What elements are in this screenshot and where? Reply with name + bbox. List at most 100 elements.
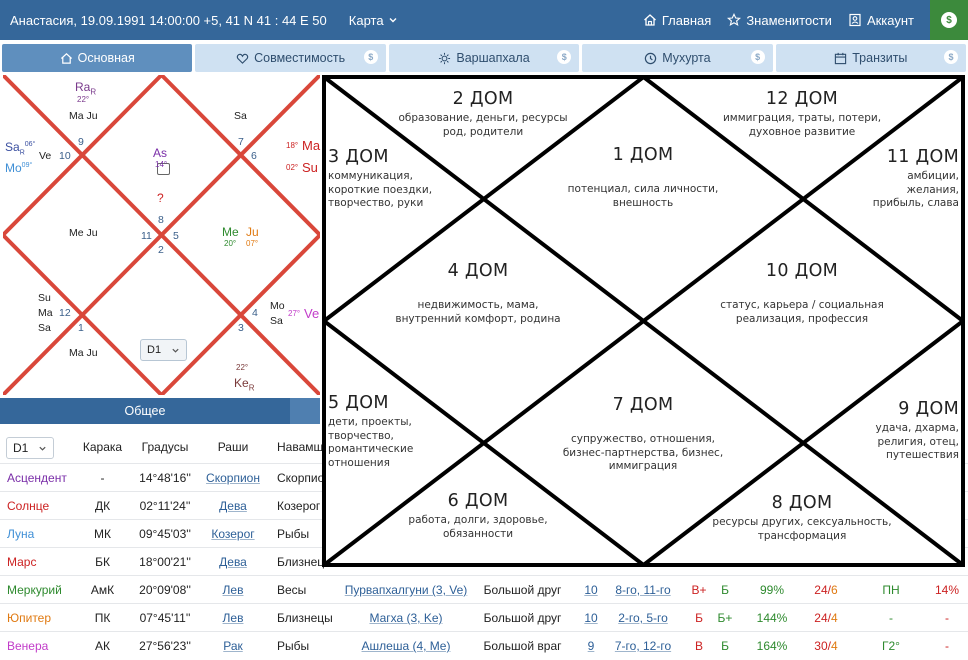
rashi-cell[interactable]: Козерог [211,527,255,541]
chart-title: Анастасия, 19.09.1991 14:00:00 +5, 41 N … [10,12,327,28]
tab-general[interactable]: Общее [0,398,290,424]
house-description-line: творчество, [328,429,394,442]
rashi-cell[interactable]: Рак [223,639,243,653]
planet-ra: RaR [75,81,96,96]
nav-account[interactable]: Аккаунт [848,13,914,28]
premium-button[interactable]: $ [930,0,968,40]
column-header: Карака [82,440,123,454]
table-row[interactable]: Юпитер ПК 07°45'11'' Лев Близнецы Магха (3, K… [0,603,968,631]
home-icon [643,14,656,26]
strength-cell: Б+ [717,611,733,625]
houses-chart-lines [322,75,965,567]
status-cell: Г2° [882,639,900,653]
rashi-cell[interactable]: Лев [222,583,244,597]
house-cell[interactable]: 9 [587,639,595,653]
strength-cell: Б [721,583,729,597]
house-number: 3 [238,322,244,334]
tab-muhurta[interactable]: Мухурта $ [582,44,773,72]
house-number: 1 [78,322,84,334]
lordship-cell[interactable]: 2-го, 5-го [618,611,668,625]
house-description-line: дети, проекты, [328,416,412,428]
house-description-line: реализация, профессия [735,312,869,325]
status-cell: ПН [882,583,900,597]
nav-home[interactable]: Главная [643,13,711,28]
house-box: 2 ДОМ образование, деньги, ресурсы род, ро… [384,89,582,139]
fraction-denominator: 4 [831,639,838,653]
rashi-cell[interactable]: Дева [219,499,247,513]
house-description-line: обязанности [442,527,514,540]
percent-cell: 144% [756,611,788,625]
house-box: 9 ДОМ удача, дхарма, религия, отец, путешес… [842,399,960,463]
house-description: ресурсы других, сексуальность, трансформа… [702,516,902,543]
main-tabs: Основная Совместимость $ Варшапхала $ Му… [0,44,968,72]
tab-varshaphala[interactable]: Варшапхала $ [388,44,580,72]
planets-ma-ju-bottom: Ma Ju [69,347,98,359]
nav-celebrities[interactable]: Знаменитости [727,13,832,28]
chart-checkbox[interactable] [157,163,170,175]
nav-account-label: Аккаунт [866,12,914,28]
percent-secondary-cell: 14% [934,583,960,597]
tab-general-secondary[interactable] [290,398,320,424]
house-title: 2 ДОМ [452,89,514,109]
coin-icon: $ [941,12,957,28]
house-description-line: внутренний комфорт, родина [395,312,561,325]
house-cell[interactable]: 10 [584,583,598,597]
tab-transits[interactable]: Транзиты $ [775,44,967,72]
tab-transits-label: Транзиты [852,51,908,65]
general-tab-bar: Общее [0,398,320,424]
table-row[interactable]: Венера АК 27°56'23'' Рак Рыбы Ашлеша (4, Me) Б… [0,631,968,659]
house-description-line: короткие поездки, [328,183,433,196]
planet-mo-degree: 09° [21,162,33,169]
tab-compatibility[interactable]: Совместимость $ [195,44,386,72]
tab-main[interactable]: Основная [2,44,193,72]
house-description-line: супружество, отношения, [570,433,716,445]
table-division-select[interactable]: D1 [6,437,54,459]
karaka-cell: БК [95,555,110,569]
house-number: 12 [59,307,71,319]
relationship-cell: Большой враг [483,639,562,653]
home-icon [60,52,72,64]
status-cell: - [889,611,893,625]
house-title: 12 ДОМ [765,89,839,109]
account-icon [849,13,861,27]
table-division-value: D1 [13,441,29,455]
percent-secondary-cell: - [945,611,949,625]
house-description-line: иммиграция [608,460,678,473]
planet-sa-bottom: Sa [38,322,51,334]
map-menu-label: Карта [348,12,384,28]
houses-diagonal [322,75,965,567]
rashi-cell[interactable]: Дева [219,555,247,569]
lordship-cell[interactable]: 7-го, 12-го [614,639,672,653]
strength-cell: В+ [691,583,707,597]
house-number: 6 [251,150,257,162]
fraction-numerator: 24 [814,611,828,625]
house-description: образование, деньги, ресурсы род, родител… [384,112,582,139]
table-row[interactable]: Меркурий АмК 20°09'08'' Лев Весы Пурвапхалгун… [0,575,968,603]
planet-ma-degree: 18° [286,141,299,150]
planet-ma: Ma [302,138,321,153]
nakshatra-cell[interactable]: Пурвапхалгуни (3, Ve) [344,583,468,597]
house-description-line: статус, карьера / социальная [720,299,884,311]
planet-me: Me [222,225,239,239]
planet-mo: Mo09° [5,162,32,174]
chart-division-select[interactable]: D1 [140,339,187,361]
rashi-cell[interactable]: Лев [222,611,244,625]
planet-mo-right: Mo [270,300,285,312]
fraction-denominator: 4 [831,611,838,625]
table-header: Карака Градусы Раши Навамша [0,432,330,462]
house-cell[interactable]: 10 [584,611,598,625]
house-title: 1 ДОМ [612,145,674,165]
house-title: 3 ДОМ [328,147,389,167]
planet-su-degree: 02° [286,163,299,172]
nakshatra-cell[interactable]: Магха (3, Ke) [369,611,443,625]
tab-compatibility-label: Совместимость [254,51,346,65]
rashi-cell[interactable]: Скорпион [206,471,260,485]
house-description-line: внешность [612,196,674,209]
house-box: 1 ДОМ потенциал, сила личности, внешность [543,145,743,210]
house-description-line: бизнес-партнерства, бизнес, [562,446,724,459]
nakshatra-cell[interactable]: Ашлеша (4, Me) [361,639,451,653]
fraction-numerator: 24 [814,583,828,597]
map-menu[interactable]: Карта [349,13,398,28]
lordship-cell[interactable]: 8-го, 11-го [615,583,671,597]
planet-ke-label: Ke [234,376,249,390]
